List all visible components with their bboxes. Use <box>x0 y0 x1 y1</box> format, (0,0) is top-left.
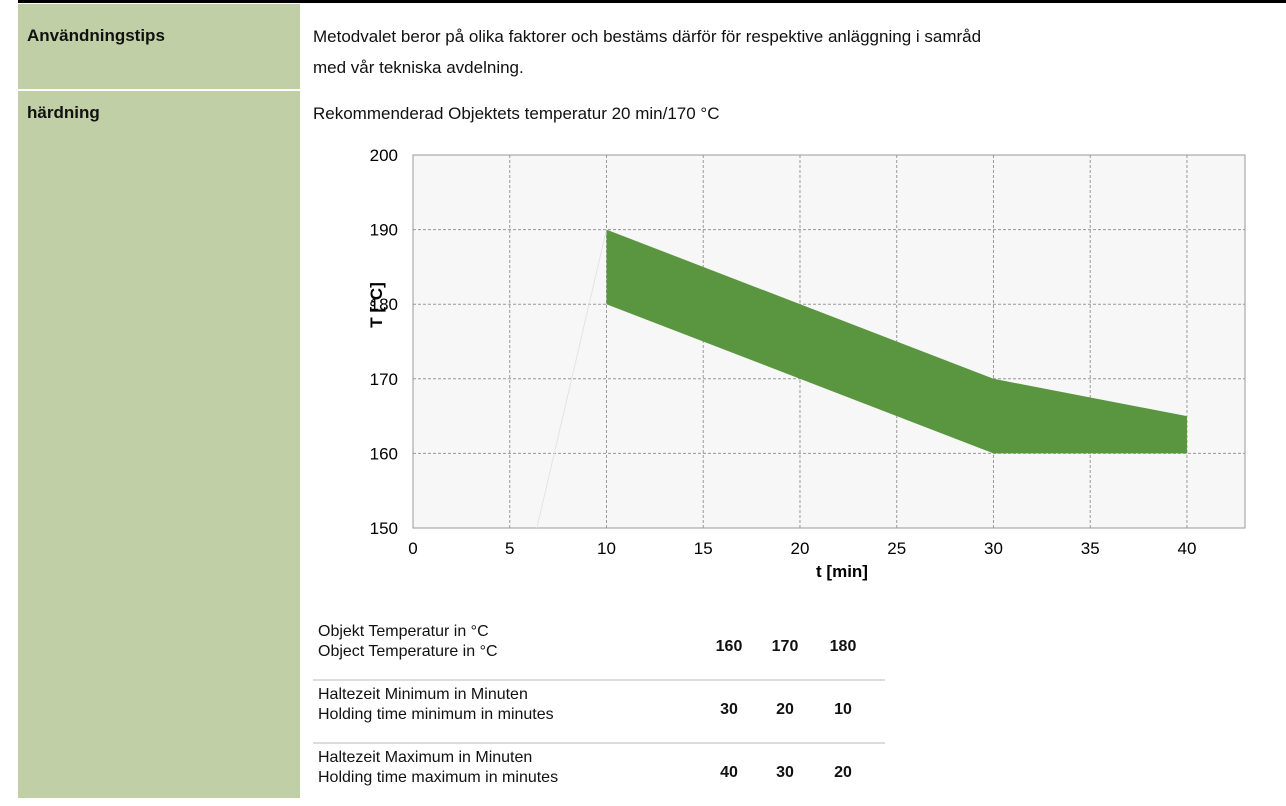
cell-value: 40 <box>720 764 738 781</box>
label-line: Holding time minimum in minutes <box>318 706 554 723</box>
row-label: Objekt Temperatur in °C Object Temperatur… <box>318 622 498 662</box>
x-tick-label: 20 <box>791 539 810 558</box>
cell-value: 180 <box>829 638 857 655</box>
x-tick-label: 30 <box>984 539 1003 558</box>
row-separator <box>313 742 885 744</box>
chart: 150 160 170 180 190 200 0 5 10 15 20 25 30 35 40 t [min… <box>367 146 1246 581</box>
label-line: Holding time maximum in minutes <box>318 769 559 786</box>
label-cell <box>18 4 300 89</box>
row-label: Användningstips <box>27 26 165 45</box>
cell-value: 10 <box>834 701 852 718</box>
cell-value: 160 <box>715 638 743 655</box>
y-tick-label: 160 <box>370 444 398 463</box>
y-tick-label: 170 <box>370 370 398 389</box>
row-label: Haltezeit Maximum in Minuten Holding time… <box>318 748 558 788</box>
table-row: Haltezeit Maximum in Minuten Holding time… <box>313 744 885 806</box>
row-text: Rekommenderad Objektets temperatur 20 mi… <box>313 104 720 123</box>
label-line: Objekt Temperatur in °C <box>318 623 489 640</box>
label-cell <box>18 91 300 798</box>
cell-value: 30 <box>720 701 738 718</box>
x-axis-label: t [min] <box>816 562 868 581</box>
y-tick-label: 200 <box>370 146 398 165</box>
row-separator <box>313 679 885 681</box>
y-tick-label: 150 <box>370 519 398 538</box>
x-tick-label: 25 <box>887 539 906 558</box>
table-row: Haltezeit Minimum in Minuten Holding time… <box>313 681 885 743</box>
y-axis-label: T [°C] <box>367 282 386 328</box>
x-tick-label: 5 <box>505 539 514 558</box>
row-label: Haltezeit Minimum in Minuten Holding time… <box>318 685 554 725</box>
x-tick-label: 40 <box>1177 539 1196 558</box>
label-line: Haltezeit Minimum in Minuten <box>318 686 528 703</box>
text-line: Metodvalet beror på olika faktorer och b… <box>313 27 982 46</box>
temperature-band <box>606 229 1187 454</box>
x-tick-label: 0 <box>408 539 417 558</box>
label-line: Haltezeit Maximum in Minuten <box>318 749 533 766</box>
row-text: Metodvalet beror på olika faktorer och b… <box>313 21 981 83</box>
cell-value: 30 <box>776 764 794 781</box>
y-tick-label: 190 <box>370 221 398 240</box>
text-line: med vår tekniska avdelning. <box>313 58 524 77</box>
ramp-line <box>536 229 607 529</box>
cell-value: 20 <box>834 764 852 781</box>
row-label: härdning <box>27 103 100 122</box>
y-tick-label: 180 <box>370 295 398 314</box>
label-line: Object Temperature in °C <box>318 643 498 660</box>
cell-value: 170 <box>771 638 799 655</box>
cell-value: 20 <box>776 701 794 718</box>
top-rule <box>18 0 1286 3</box>
plot-border <box>412 154 1246 529</box>
table-row: Objekt Temperatur in °C Object Temperatur… <box>313 618 885 680</box>
x-tick-label: 10 <box>597 539 616 558</box>
x-tick-label: 35 <box>1081 539 1100 558</box>
x-tick-label: 15 <box>694 539 713 558</box>
